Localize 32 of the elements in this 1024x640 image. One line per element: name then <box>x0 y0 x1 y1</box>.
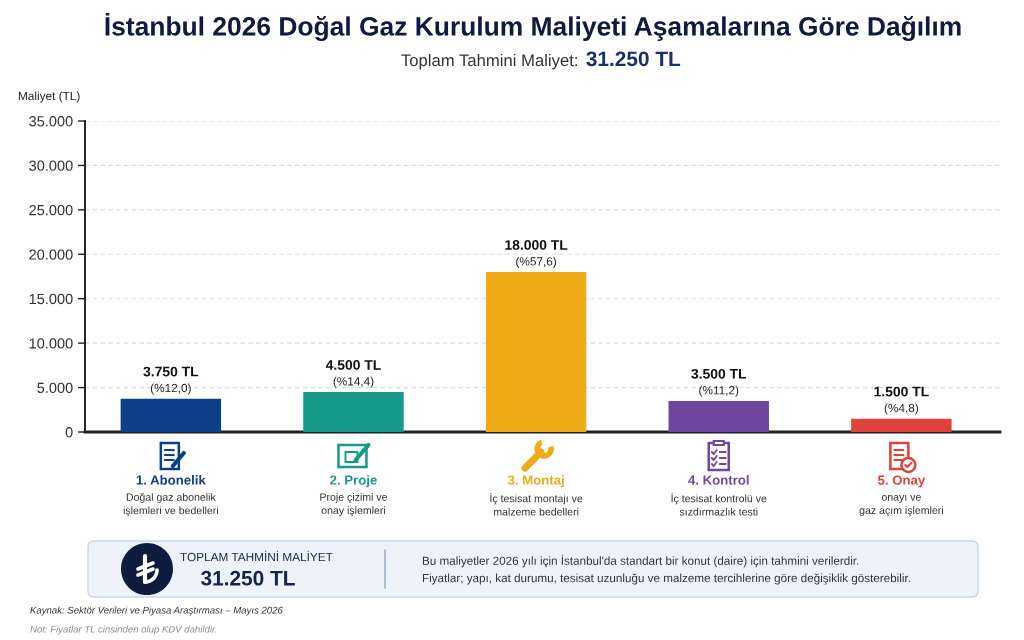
chart-subtitle: Toplam Tahmini Maliyet: 31.250 TL <box>401 51 681 70</box>
data-label: 1.500 TL (%4,8) <box>874 386 929 415</box>
category-label: 1. Abonelik Doğal gaz abonelik işlemleri ve bedelleri <box>123 475 218 517</box>
category-label: 5. Onay onayı ve gaz açım işlemleri <box>859 475 943 517</box>
category-label: 3. Montaj İç tesisat montajı ve malzeme bedelleri <box>490 475 583 516</box>
data-label: 3.750 TL (%12,0) <box>143 366 199 395</box>
bar <box>668 400 769 432</box>
text: Kaynak: Sektör Verileri ve Piyasa Araştırması – Mayıs 2026 <box>30 606 283 616</box>
y-tick-label: 0 <box>65 427 73 438</box>
category-label: 4. Kontrol İç tesisat kontrolü ve sızdırmazlık testi <box>671 475 767 516</box>
category-label: 2. Proje Proje çizimi ve onay işlemleri <box>320 475 388 517</box>
bar <box>485 272 587 432</box>
chart-title: İstanbul 2026 Doğal Gaz Kurulum Maliyeti Aşamalarına Göre Dağılım <box>105 12 961 42</box>
data-label: 4.500 TL (%14,4) <box>325 359 381 388</box>
bar <box>303 392 404 432</box>
text: Not: Fiyatlar TL cinsinden olup KDV dahildir. <box>30 625 217 635</box>
y-tick-label: 15.000 <box>29 293 73 305</box>
y-tick-label: 25.000 <box>29 204 73 216</box>
y-tick-label: 5.000 <box>37 382 73 393</box>
y-tick-label: 20.000 <box>29 249 73 260</box>
y-axis-title: Maliyet (TL) <box>18 91 80 103</box>
text: 31.250 TL <box>201 570 295 586</box>
text: TOPLAM TAHMİNİ MALİYET <box>180 550 333 562</box>
y-tick-label: 35.000 <box>29 116 73 127</box>
y-tick-label: 30.000 <box>29 160 73 171</box>
bar <box>120 398 222 432</box>
y-tick-label: 10.000 <box>29 338 73 349</box>
bar <box>851 418 952 432</box>
data-label: 3.500 TL (%11,2) <box>691 368 747 397</box>
text: Fiyatlar; yapı, kat durumu, tesisat uzunluğu ve malzeme tercihlerine göre değişiklik gösterebilir. <box>422 573 910 585</box>
data-label: 18.000 TL (%57,6) <box>505 240 568 268</box>
text: Bu maliyetler 2026 yılı için İstanbul'da standart bir konut (daire) için tahmini verilerdir. <box>422 554 859 568</box>
